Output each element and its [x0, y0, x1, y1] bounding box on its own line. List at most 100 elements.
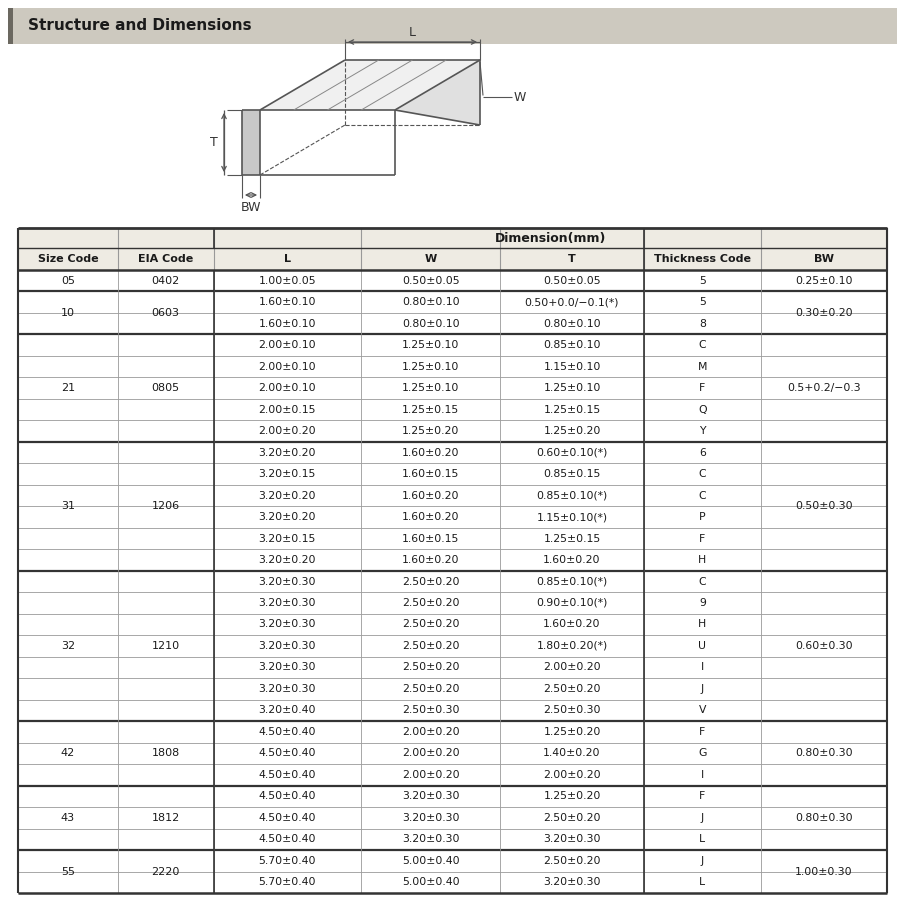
- Text: 2.00±0.20: 2.00±0.20: [543, 662, 601, 672]
- Text: 0805: 0805: [152, 383, 180, 393]
- Text: 2220: 2220: [151, 866, 180, 877]
- Text: EIA Code: EIA Code: [138, 254, 194, 264]
- Text: Q: Q: [698, 405, 707, 414]
- Text: 5.70±0.40: 5.70±0.40: [259, 856, 316, 866]
- Text: 3.20±0.30: 3.20±0.30: [402, 834, 460, 844]
- Text: 1.15±0.10(*): 1.15±0.10(*): [537, 512, 607, 522]
- Text: 0.80±0.10: 0.80±0.10: [402, 319, 460, 329]
- Text: C: C: [699, 469, 706, 479]
- Text: 1.60±0.15: 1.60±0.15: [402, 469, 460, 479]
- Text: 0.80±0.10: 0.80±0.10: [402, 297, 460, 307]
- Text: 1808: 1808: [152, 748, 180, 758]
- Text: C: C: [699, 491, 706, 500]
- Text: 3.20±0.30: 3.20±0.30: [402, 791, 460, 801]
- Text: C: C: [699, 576, 706, 586]
- Text: 1.60±0.20: 1.60±0.20: [543, 619, 601, 630]
- Text: 5.00±0.40: 5.00±0.40: [402, 877, 460, 887]
- Text: 0.50±0.05: 0.50±0.05: [543, 276, 601, 286]
- Text: 1.25±0.10: 1.25±0.10: [402, 383, 460, 393]
- Text: 9: 9: [699, 598, 706, 608]
- Text: 0.60±0.10(*): 0.60±0.10(*): [537, 448, 607, 458]
- Text: 2.00±0.20: 2.00±0.20: [402, 748, 460, 758]
- Text: 2.00±0.10: 2.00±0.10: [259, 383, 316, 393]
- Text: J: J: [700, 813, 704, 823]
- Text: 1.80±0.20(*): 1.80±0.20(*): [537, 641, 607, 651]
- Text: 3.20±0.30: 3.20±0.30: [402, 813, 460, 823]
- Text: 3.20±0.20: 3.20±0.20: [259, 491, 316, 500]
- Text: Dimension(mm): Dimension(mm): [494, 232, 606, 244]
- Text: 2.00±0.20: 2.00±0.20: [543, 770, 601, 780]
- Text: 2.50±0.20: 2.50±0.20: [543, 813, 601, 823]
- Text: 4.50±0.40: 4.50±0.40: [259, 813, 316, 823]
- Text: 5.00±0.40: 5.00±0.40: [402, 856, 460, 866]
- Text: 2.50±0.20: 2.50±0.20: [543, 684, 601, 694]
- Text: 0.85±0.10: 0.85±0.10: [543, 340, 601, 350]
- Text: 55: 55: [61, 866, 75, 877]
- Text: 2.50±0.30: 2.50±0.30: [402, 705, 460, 715]
- Text: 2.00±0.15: 2.00±0.15: [259, 405, 316, 414]
- Text: 5.70±0.40: 5.70±0.40: [259, 877, 316, 887]
- Text: Thickness Code: Thickness Code: [653, 254, 751, 264]
- Text: 1.25±0.10: 1.25±0.10: [543, 383, 601, 393]
- Text: 1210: 1210: [152, 641, 180, 651]
- Text: 4.50±0.40: 4.50±0.40: [259, 727, 316, 737]
- Text: 1.25±0.20: 1.25±0.20: [543, 426, 601, 436]
- Text: 4.50±0.40: 4.50±0.40: [259, 748, 316, 758]
- Text: I: I: [700, 770, 704, 780]
- Text: 5: 5: [699, 276, 706, 286]
- Text: 42: 42: [61, 748, 75, 758]
- Text: 1.00±0.30: 1.00±0.30: [795, 866, 853, 877]
- Text: 1.60±0.10: 1.60±0.10: [259, 297, 316, 307]
- Text: J: J: [700, 684, 704, 694]
- Text: 0.80±0.30: 0.80±0.30: [795, 813, 853, 823]
- Text: F: F: [700, 534, 706, 544]
- Text: 0.50±0.30: 0.50±0.30: [795, 501, 853, 511]
- Text: BW: BW: [814, 254, 834, 264]
- Text: BW: BW: [241, 201, 262, 214]
- Text: 1.25±0.10: 1.25±0.10: [402, 340, 460, 350]
- Text: 0402: 0402: [152, 276, 180, 286]
- Text: 3.20±0.30: 3.20±0.30: [259, 619, 316, 630]
- Text: P: P: [699, 512, 706, 522]
- Text: 1.25±0.20: 1.25±0.20: [402, 426, 460, 436]
- Text: 2.00±0.20: 2.00±0.20: [402, 770, 460, 780]
- Text: 3.20±0.20: 3.20±0.20: [259, 448, 316, 458]
- Text: 2.50±0.20: 2.50±0.20: [402, 641, 460, 651]
- Text: 0.50+0.0/−0.1(*): 0.50+0.0/−0.1(*): [525, 297, 619, 307]
- Text: 1.00±0.05: 1.00±0.05: [259, 276, 316, 286]
- Text: 2.50±0.20: 2.50±0.20: [543, 856, 601, 866]
- Text: T: T: [210, 136, 218, 149]
- Text: 43: 43: [61, 813, 75, 823]
- Text: 1.60±0.20: 1.60±0.20: [402, 491, 460, 500]
- Text: F: F: [700, 383, 706, 393]
- Text: H: H: [699, 619, 707, 630]
- Text: 1.25±0.20: 1.25±0.20: [543, 791, 601, 801]
- Text: W: W: [424, 254, 437, 264]
- Text: F: F: [700, 791, 706, 801]
- Text: I: I: [700, 662, 704, 672]
- Bar: [8, 8, 897, 44]
- Text: 3.20±0.15: 3.20±0.15: [259, 534, 316, 544]
- Text: 31: 31: [61, 501, 75, 511]
- Text: 4.50±0.40: 4.50±0.40: [259, 834, 316, 844]
- Text: 2.00±0.10: 2.00±0.10: [259, 362, 316, 372]
- Text: 2.00±0.10: 2.00±0.10: [259, 340, 316, 350]
- Text: L: L: [409, 25, 416, 39]
- Polygon shape: [395, 60, 480, 125]
- Text: 1.40±0.20: 1.40±0.20: [543, 748, 601, 758]
- Text: 0.60±0.30: 0.60±0.30: [795, 641, 853, 651]
- Text: 1.60±0.20: 1.60±0.20: [402, 512, 460, 522]
- Text: 1.25±0.15: 1.25±0.15: [402, 405, 460, 414]
- Text: G: G: [698, 748, 707, 758]
- Text: H: H: [699, 555, 707, 565]
- Text: 10: 10: [61, 308, 75, 318]
- Text: 1.25±0.15: 1.25±0.15: [543, 405, 601, 414]
- Text: 8: 8: [699, 319, 706, 329]
- Text: F: F: [700, 727, 706, 737]
- Bar: [18, 228, 887, 270]
- Text: 1.25±0.15: 1.25±0.15: [543, 534, 601, 544]
- Text: 2.50±0.20: 2.50±0.20: [402, 662, 460, 672]
- Text: 3.20±0.30: 3.20±0.30: [259, 598, 316, 608]
- Text: V: V: [699, 705, 706, 715]
- Text: 0603: 0603: [152, 308, 180, 318]
